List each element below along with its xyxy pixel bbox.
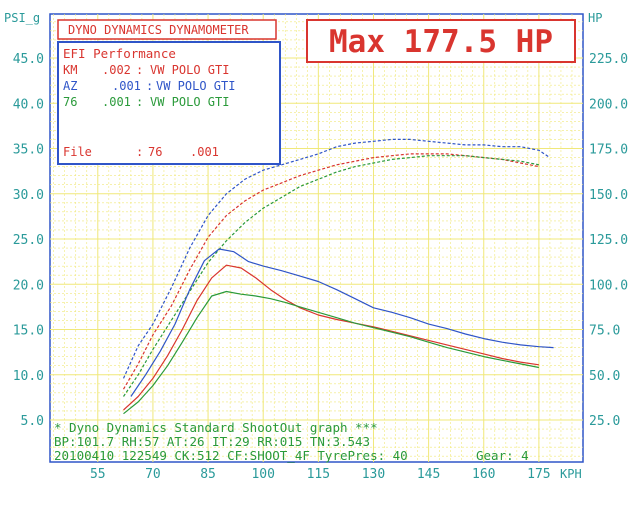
legend-row-az: AZ .001 : VW POLO GTI — [63, 79, 235, 93]
y-left-tick-label: 45.0 — [13, 52, 44, 67]
y-left-tick-label: 10.0 — [13, 369, 44, 384]
y-right-tick-label: 25.0 — [589, 414, 620, 429]
x-tick-label: 100 — [251, 467, 274, 482]
y-left-tick-label: 35.0 — [13, 143, 44, 158]
legend-row-sep: : — [136, 95, 143, 109]
y-left-tick-label: 15.0 — [13, 324, 44, 339]
legend-row-car: VW POLO GTI — [156, 79, 235, 93]
boost-curve-3 — [130, 248, 554, 397]
y-right-tick-label: 225.0 — [589, 52, 628, 67]
legend-row-km: KM .002 : VW POLO GTI — [63, 63, 229, 77]
gear-label: Gear: 4 — [476, 448, 529, 463]
max-power-label: Max 177.5 HP — [329, 24, 553, 60]
legend-row-car: VW POLO GTI — [150, 63, 229, 77]
y-right-tick-label: 100.0 — [589, 278, 628, 293]
boost-curve-5 — [123, 290, 540, 415]
legend-row-code: KM — [63, 63, 77, 77]
legend: EFI Performance KM .002 : VW POLO GTI AZ… — [57, 41, 281, 165]
legend-file-code: 76 — [148, 145, 162, 159]
power-curve-1 — [122, 138, 551, 379]
y-left-tick-label: 40.0 — [13, 97, 44, 112]
y-left-unit: PSI_g — [4, 11, 40, 25]
x-tick-label: 55 — [90, 467, 106, 482]
legend-row-run: .001 — [102, 95, 131, 109]
y-right-tick-label: 200.0 — [589, 97, 628, 112]
y-right-tick-label: 175.0 — [589, 143, 628, 158]
run-info: * Dyno Dynamics Standard ShootOut graph … — [54, 420, 529, 463]
x-tick-label: 85 — [200, 467, 216, 482]
power-curve-2 — [123, 155, 540, 397]
boost-curve-4 — [123, 264, 539, 411]
x-tick-label: 70 — [145, 467, 161, 482]
legend-row-run: .002 — [102, 63, 131, 77]
legend-file-run: .001 — [190, 145, 219, 159]
y-left-tick-label: 20.0 — [13, 278, 44, 293]
series-group — [122, 138, 554, 415]
banner-title: DYNO DYNAMICS DYNAMOMETER — [68, 23, 249, 37]
legend-row-sep: : — [136, 63, 143, 77]
banner-box: DYNO DYNAMICS DYNAMOMETER — [57, 19, 277, 40]
y-right-tick-label: 50.0 — [589, 369, 620, 384]
y-right-unit: HP — [588, 11, 602, 25]
x-tick-label: 160 — [472, 467, 495, 482]
y-right-tick-label: 150.0 — [589, 188, 628, 203]
legend-title: EFI Performance — [63, 46, 176, 61]
legend-row-code: AZ — [63, 79, 77, 93]
legend-file: File : 76 .001 — [63, 145, 219, 159]
legend-row-76: 76 .001 : VW POLO GTI — [63, 95, 229, 109]
info-line-1: * Dyno Dynamics Standard ShootOut graph … — [54, 420, 378, 435]
x-tick-label: 115 — [307, 467, 330, 482]
info-line-3: 20100410 122549 CK:512 CF:SHOOT_4F TyreP… — [54, 448, 408, 463]
y-left-tick-label: 30.0 — [13, 188, 44, 203]
y-right-tick-label: 75.0 — [589, 324, 620, 339]
y-left-tick-label: 25.0 — [13, 233, 44, 248]
info-line-2: BP:101.7 RH:57 AT:26 IT:29 RR:015 TN:3.5… — [54, 434, 370, 449]
x-tick-label: 145 — [417, 467, 440, 482]
legend-row-code: 76 — [63, 95, 77, 109]
legend-row-run: .001 — [112, 79, 141, 93]
max-power-box: Max 177.5 HP — [306, 19, 576, 63]
y-right-tick-label: 125.0 — [589, 233, 628, 248]
tick-labels: 5.0 10.0 15.0 20.0 25.0 30.0 35.0 40.0 45.0 25.0 5… — [13, 52, 628, 482]
legend-file-label: File — [63, 145, 92, 159]
legend-file-sep: : — [136, 145, 143, 159]
legend-row-sep: : — [146, 79, 153, 93]
x-tick-label: 175 — [527, 467, 550, 482]
x-unit: KPH — [560, 467, 582, 481]
y-left-tick-label: 5.0 — [21, 414, 44, 429]
legend-row-car: VW POLO GTI — [150, 95, 229, 109]
x-tick-label: 130 — [362, 467, 385, 482]
